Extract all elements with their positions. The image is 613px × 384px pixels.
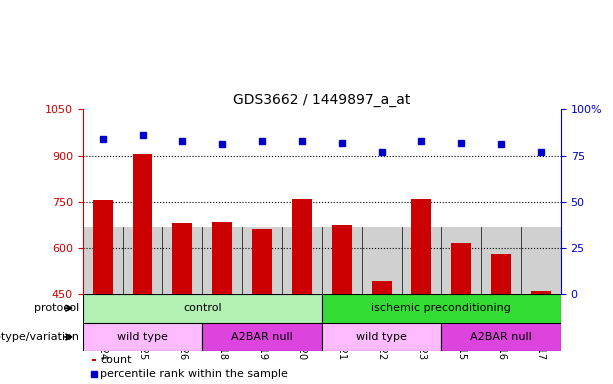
Bar [411,199,432,294]
Bar [491,254,511,294]
Bar [93,200,113,294]
Text: A2BAR null: A2BAR null [231,332,293,342]
Text: control: control [183,303,222,313]
Text: count: count [101,354,132,364]
Text: protocol: protocol [34,303,80,313]
Bar [83,227,561,294]
Bar [332,225,352,294]
Bar [172,223,192,294]
Text: genotype/variation: genotype/variation [0,332,80,342]
Title: GDS3662 / 1449897_a_at: GDS3662 / 1449897_a_at [233,93,411,107]
Text: wild type: wild type [117,332,168,342]
Bar [371,281,392,294]
Bar [322,323,441,351]
Bar [292,199,312,294]
Bar [451,243,471,294]
Bar [212,222,232,294]
Bar [132,154,153,294]
Text: wild type: wild type [356,332,407,342]
Bar [531,291,551,294]
Bar [441,323,561,351]
Bar [93,359,96,361]
Text: percentile rank within the sample: percentile rank within the sample [101,369,288,379]
Bar [202,323,322,351]
Bar [83,323,202,351]
Text: A2BAR null: A2BAR null [470,332,532,342]
Bar [83,294,322,323]
Text: ischemic preconditioning: ischemic preconditioning [371,303,511,313]
Bar [322,294,561,323]
Bar [252,229,272,294]
